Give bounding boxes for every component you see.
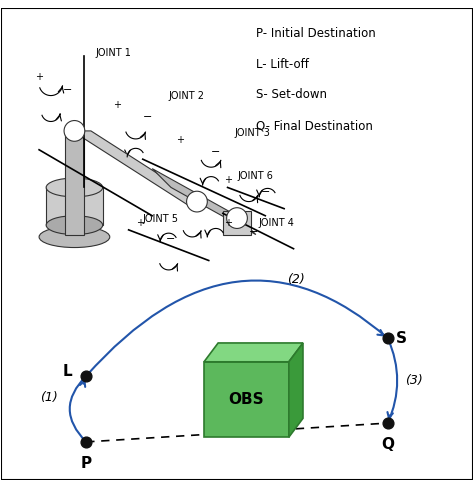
Text: −: − [261, 187, 270, 197]
Text: L: L [63, 364, 72, 379]
Text: −: − [166, 234, 176, 244]
Text: JOINT 5: JOINT 5 [143, 215, 179, 224]
Text: Q: Q [381, 437, 394, 452]
Circle shape [64, 121, 85, 141]
Text: +: + [35, 72, 43, 81]
Polygon shape [204, 343, 303, 362]
Ellipse shape [39, 226, 110, 247]
Text: (2): (2) [287, 273, 305, 286]
Point [82, 438, 90, 446]
Text: S: S [395, 331, 407, 346]
Text: +: + [224, 218, 232, 228]
Text: −: − [249, 227, 258, 237]
Text: OBS: OBS [228, 392, 264, 407]
Text: +: + [176, 135, 184, 145]
Ellipse shape [46, 178, 103, 197]
Point [384, 334, 392, 342]
Text: +: + [137, 218, 145, 228]
Text: P: P [81, 456, 92, 470]
Text: Q- Final Destination: Q- Final Destination [256, 119, 373, 132]
Text: JOINT 6: JOINT 6 [237, 171, 273, 181]
Polygon shape [152, 169, 256, 235]
Text: (3): (3) [405, 374, 423, 387]
Bar [223, 211, 251, 235]
Polygon shape [289, 343, 303, 437]
Text: JOINT 4: JOINT 4 [258, 218, 294, 228]
Text: −: − [211, 147, 220, 157]
Text: −: − [63, 85, 72, 95]
Point [82, 372, 90, 380]
Circle shape [187, 191, 207, 212]
Text: P- Initial Destination: P- Initial Destination [256, 27, 375, 40]
Text: +: + [113, 100, 121, 110]
Text: JOINT 3: JOINT 3 [235, 128, 271, 138]
Text: S- Set-down: S- Set-down [256, 88, 327, 102]
Text: +: + [224, 175, 232, 185]
Bar [65, 131, 84, 235]
Text: JOINT 2: JOINT 2 [169, 91, 205, 101]
Text: (1): (1) [40, 391, 57, 404]
Ellipse shape [46, 216, 103, 235]
Text: −: − [143, 112, 152, 122]
Bar [204, 362, 289, 437]
Polygon shape [72, 131, 209, 206]
Bar [46, 187, 103, 225]
Circle shape [227, 208, 247, 228]
Text: L- Lift-off: L- Lift-off [256, 58, 309, 71]
Text: JOINT 1: JOINT 1 [96, 48, 131, 58]
Point [384, 419, 392, 427]
